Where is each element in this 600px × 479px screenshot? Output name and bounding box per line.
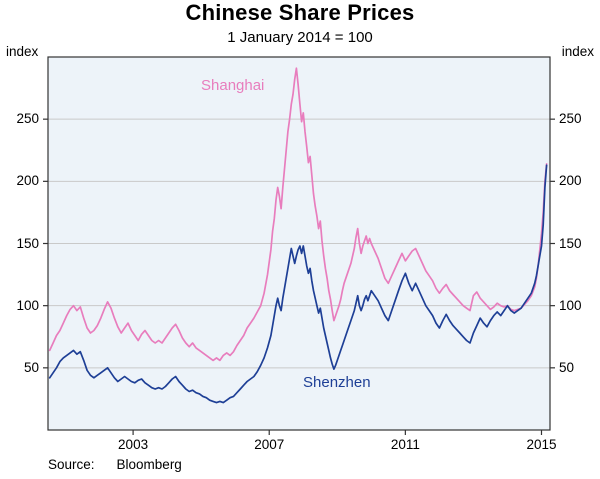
x-tick-label: 2007 <box>254 437 285 452</box>
y-tick-label-right: 100 <box>559 297 582 313</box>
y-tick-label-left: 50 <box>23 359 39 375</box>
y-tick-label-left: 150 <box>16 235 39 251</box>
y-tick-label-left: 250 <box>16 111 39 127</box>
series-label-shenzhen: Shenzhen <box>303 374 371 391</box>
y-tick-label-left: 200 <box>16 173 39 189</box>
chart-subtitle: 1 January 2014 = 100 <box>227 29 373 46</box>
source-note: Source: Bloomberg <box>48 457 182 472</box>
chart-title: Chinese Share Prices <box>185 0 415 25</box>
series-label-shanghai: Shanghai <box>201 77 265 94</box>
y-axis-unit-right: index <box>561 44 594 59</box>
y-tick-label-right: 50 <box>559 359 575 375</box>
y-tick-label-right: 200 <box>559 173 582 189</box>
x-tick-label: 2011 <box>390 437 420 452</box>
y-tick-label-right: 250 <box>559 111 582 127</box>
y-axis-unit-left: index <box>6 44 39 59</box>
y-tick-label-right: 150 <box>559 235 582 251</box>
x-tick-label: 2003 <box>118 437 149 452</box>
source-value: Bloomberg <box>116 457 182 472</box>
source-label: Source: <box>48 457 95 472</box>
x-tick-label: 2015 <box>526 437 557 452</box>
y-tick-label-left: 100 <box>16 297 39 313</box>
